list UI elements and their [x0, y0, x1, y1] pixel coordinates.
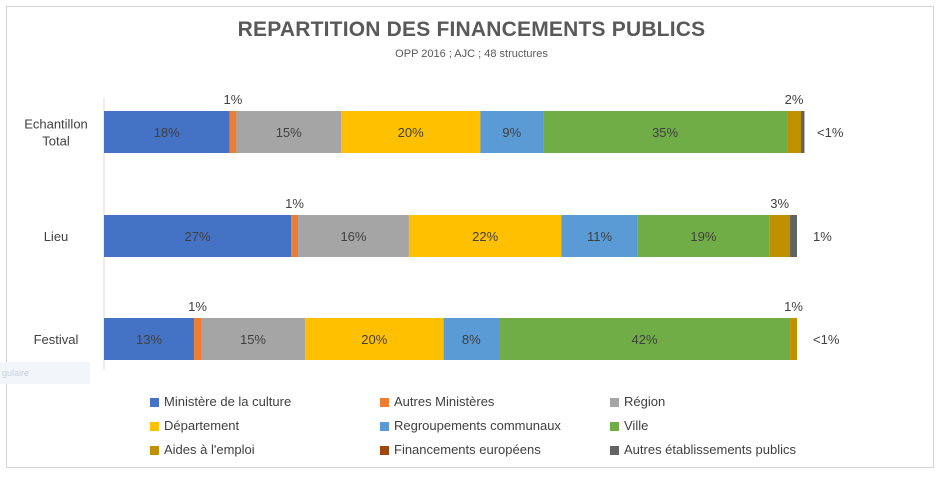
data-label: 35%: [652, 125, 678, 140]
bar-segment: [194, 318, 202, 360]
legend-swatch: [380, 398, 389, 407]
data-label: 20%: [398, 125, 424, 140]
legend-label: Ville: [624, 418, 649, 433]
background-tab-fragment: [0, 362, 90, 384]
category-tick-label: Total: [42, 134, 70, 149]
bar-segment: [104, 318, 195, 360]
legend-swatch: [150, 446, 159, 455]
bar-segment: [104, 111, 230, 153]
data-label: 1%: [813, 229, 832, 244]
data-label: 16%: [340, 229, 366, 244]
bar-segment: [340, 111, 481, 153]
legend-swatch: [380, 422, 389, 431]
bar-segment: [229, 111, 237, 153]
data-label: 9%: [502, 125, 521, 140]
legend-label: Département: [164, 418, 240, 433]
bar-segment: [790, 215, 797, 257]
bar-segment: [480, 111, 544, 153]
category-tick-label: Lieu: [44, 229, 69, 244]
data-label: <1%: [817, 125, 844, 140]
legend-label: Aides à l'emploi: [164, 442, 255, 457]
data-label: 11%: [587, 229, 612, 244]
data-label: 27%: [185, 229, 211, 244]
data-label: 42%: [632, 332, 658, 347]
legend-swatch: [610, 422, 619, 431]
bar-segment: [543, 111, 788, 153]
bar-segment: [291, 215, 299, 257]
bar-segment: [408, 215, 562, 257]
bar-segment: [298, 215, 409, 257]
data-label: 18%: [154, 125, 180, 140]
legend-label: Ministère de la culture: [164, 394, 292, 409]
chart-subtitle: OPP 2016 ; AJC ; 48 structures: [395, 48, 548, 60]
data-label: 3%: [770, 196, 789, 211]
category-tick-label: Festival: [34, 332, 79, 347]
data-label: 8%: [462, 332, 481, 347]
bar-segment: [104, 215, 292, 257]
data-label: 1%: [784, 299, 803, 314]
data-label: 15%: [276, 125, 302, 140]
legend-label: Autres Ministères: [394, 394, 495, 409]
bar-segment: [236, 111, 341, 153]
bar-segment: [637, 215, 770, 257]
data-label: 19%: [690, 229, 716, 244]
chart-title: REPARTITION DES FINANCEMENTS PUBLICS: [237, 18, 706, 41]
data-label: 15%: [240, 332, 266, 347]
legend-swatch: [150, 398, 159, 407]
data-label: 20%: [361, 332, 387, 347]
legend-label: Région: [624, 394, 666, 409]
legend-swatch: [150, 422, 159, 431]
data-label: 1%: [188, 299, 207, 314]
bar-segment: [201, 318, 305, 360]
background-tab-text: gulaire: [2, 368, 30, 378]
bar-segment: [787, 111, 801, 153]
legend-swatch: [610, 398, 619, 407]
bar-segment: [304, 318, 444, 360]
legend-label: Financements européens: [394, 442, 541, 457]
data-label: 1%: [224, 92, 243, 107]
bar-segment: [561, 215, 638, 257]
bar-segment: [443, 318, 500, 360]
category-tick-label: Echantillon: [24, 117, 88, 132]
legend-label: Regroupements communaux: [394, 418, 561, 433]
legend-swatch: [380, 446, 389, 455]
data-label: 1%: [285, 196, 304, 211]
bar-segment: [801, 111, 805, 153]
data-label: 2%: [785, 92, 804, 107]
bar-segment: [790, 318, 797, 360]
legend-swatch: [610, 446, 619, 455]
bar-segment: [769, 215, 791, 257]
data-label: <1%: [813, 332, 840, 347]
data-label: 13%: [136, 332, 162, 347]
bar-segment: [499, 318, 791, 360]
data-label: 22%: [472, 229, 498, 244]
legend-label: Autres établissements publics: [624, 442, 796, 457]
